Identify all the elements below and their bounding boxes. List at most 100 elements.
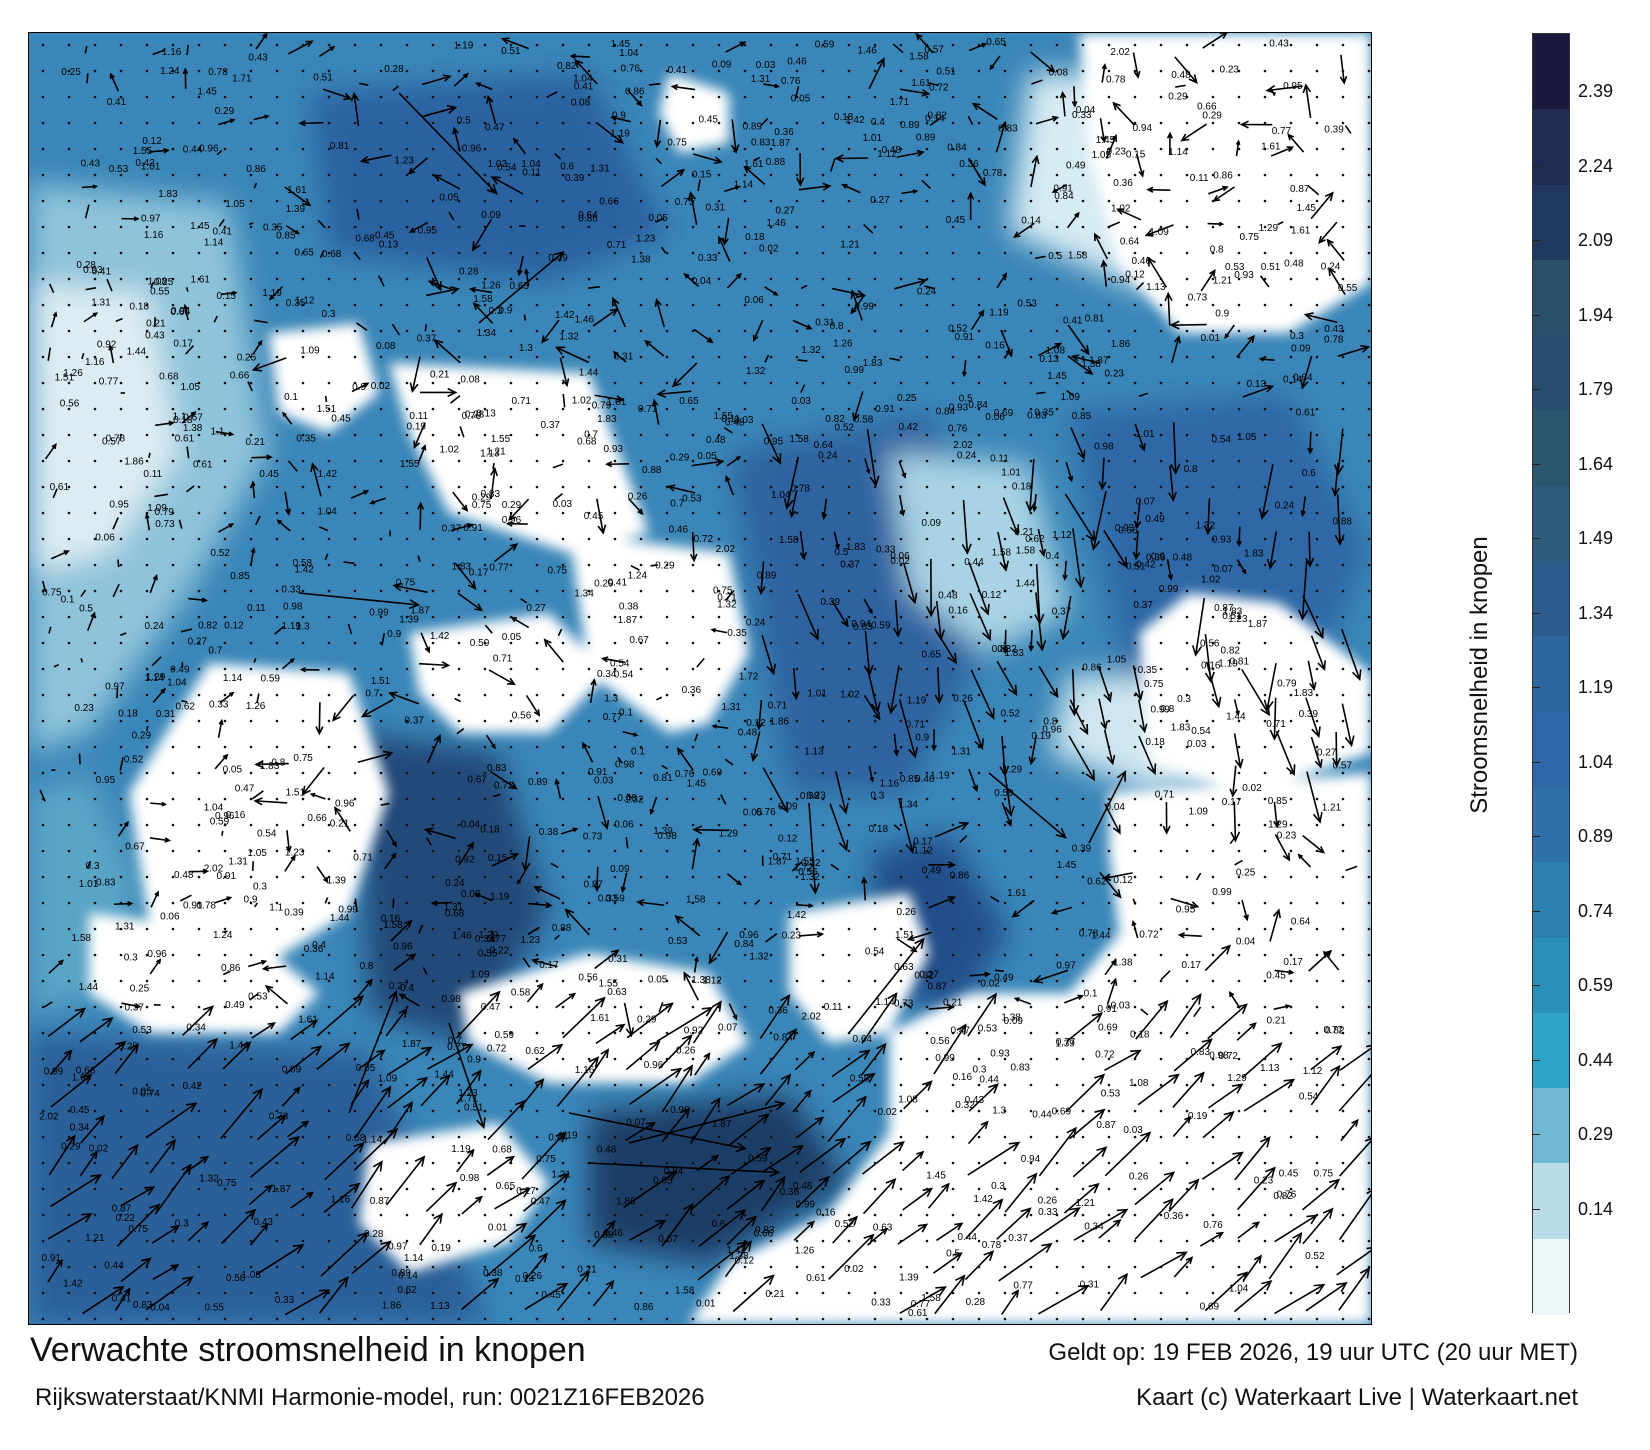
grid-dot [353, 407, 357, 411]
speed-value-label: 0.9 [612, 110, 626, 121]
grid-dot [691, 121, 695, 125]
grid-dot [379, 95, 383, 99]
speed-value-label: 0.62 [176, 701, 196, 712]
speed-value-label: 0.25 [237, 352, 257, 363]
speed-value-label: 0.54 [257, 829, 277, 840]
grid-dot [145, 537, 149, 541]
grid-dot [301, 381, 305, 385]
grid-dot [1341, 511, 1345, 515]
grid-dot [847, 1135, 851, 1139]
grid-dot [639, 1083, 643, 1087]
colorbar-segment [1533, 561, 1569, 638]
grid-dot [1055, 121, 1059, 125]
grid-dot [743, 173, 747, 177]
grid-dot [925, 303, 929, 307]
grid-dot [1237, 1161, 1241, 1165]
grid-dot [691, 147, 695, 151]
grid-dot [67, 251, 71, 255]
grid-dot [1107, 43, 1111, 47]
grid-dot [223, 1005, 227, 1009]
grid-dot [873, 225, 877, 229]
grid-dot [457, 849, 461, 853]
grid-dot [379, 1083, 383, 1087]
grid-dot [1107, 1031, 1111, 1035]
grid-dot [327, 823, 331, 827]
speed-value-label: 1.46 [452, 931, 472, 942]
speed-value-label: 0.05 [223, 765, 243, 776]
grid-dot [301, 1005, 305, 1009]
grid-dot [1367, 1213, 1371, 1217]
grid-dot [197, 927, 201, 931]
speed-value-label: 0.05 [697, 451, 717, 462]
grid-dot [1003, 1057, 1007, 1061]
grid-dot [1341, 1291, 1345, 1295]
grid-dot [1029, 1057, 1033, 1061]
grid-dot [769, 303, 773, 307]
grid-dot [717, 901, 721, 905]
grid-dot [119, 641, 123, 645]
grid-dot [717, 953, 721, 957]
speed-value-label: 0.72 [1139, 929, 1159, 940]
current-arrow [546, 91, 558, 99]
grid-dot [1315, 823, 1319, 827]
speed-value-label: 0.41 [1063, 316, 1083, 327]
current-arrow [182, 67, 189, 89]
grid-dot [665, 407, 669, 411]
grid-dot [171, 615, 175, 619]
grid-dot [145, 615, 149, 619]
grid-dot [873, 641, 877, 645]
speed-value-label: 1.83 [1004, 648, 1024, 659]
grid-dot [821, 641, 825, 645]
grid-dot [405, 147, 409, 151]
grid-dot [847, 95, 851, 99]
current-arrow [512, 137, 527, 155]
speed-value-label: 0.36 [768, 1006, 788, 1017]
grid-dot [327, 1005, 331, 1009]
grid-dot [67, 693, 71, 697]
grid-dot [301, 589, 305, 593]
grid-dot [197, 771, 201, 775]
grid-dot [1237, 823, 1241, 827]
grid-dot [353, 875, 357, 879]
grid-dot [821, 1161, 825, 1165]
grid-dot [1211, 1291, 1215, 1295]
grid-dot [1211, 1005, 1215, 1009]
grid-dot [1133, 771, 1137, 775]
grid-dot [587, 43, 591, 47]
grid-dot [561, 927, 565, 931]
grid-dot [795, 251, 799, 255]
speed-value-label: 0.65 [679, 396, 699, 407]
grid-dot [587, 1213, 591, 1217]
speed-value-label: 0.66 [599, 197, 619, 208]
speed-value-label: 0.48 [938, 591, 958, 602]
colorbar-tick-mark [1532, 389, 1540, 390]
grid-dot [873, 1317, 877, 1321]
speed-value-label: 0.43 [81, 158, 101, 169]
grid-dot [405, 381, 409, 385]
speed-value-label: 0.16 [985, 341, 1005, 352]
current-arrow [392, 85, 399, 92]
grid-dot [951, 173, 955, 177]
grid-dot [327, 1031, 331, 1035]
grid-dot [457, 459, 461, 463]
grid-dot [977, 693, 981, 697]
grid-dot [535, 667, 539, 671]
grid-dot [249, 849, 253, 853]
grid-dot [1315, 901, 1319, 905]
grid-dot [301, 1265, 305, 1269]
grid-dot [717, 875, 721, 879]
grid-dot [93, 849, 97, 853]
speed-value-label: 0.56 [578, 973, 598, 984]
grid-dot [93, 979, 97, 983]
speed-value-label: 1.55 [599, 979, 619, 990]
speed-value-label: 0.65 [922, 650, 942, 661]
grid-dot [379, 1109, 383, 1113]
grid-dot [327, 979, 331, 983]
speed-value-label: 0.75 [217, 1178, 237, 1189]
grid-dot [119, 745, 123, 749]
grid-dot [587, 979, 591, 983]
grid-dot [717, 693, 721, 697]
grid-dot [145, 199, 149, 203]
grid-dot [145, 1005, 149, 1009]
speed-value-label: 1.58 [909, 51, 929, 62]
